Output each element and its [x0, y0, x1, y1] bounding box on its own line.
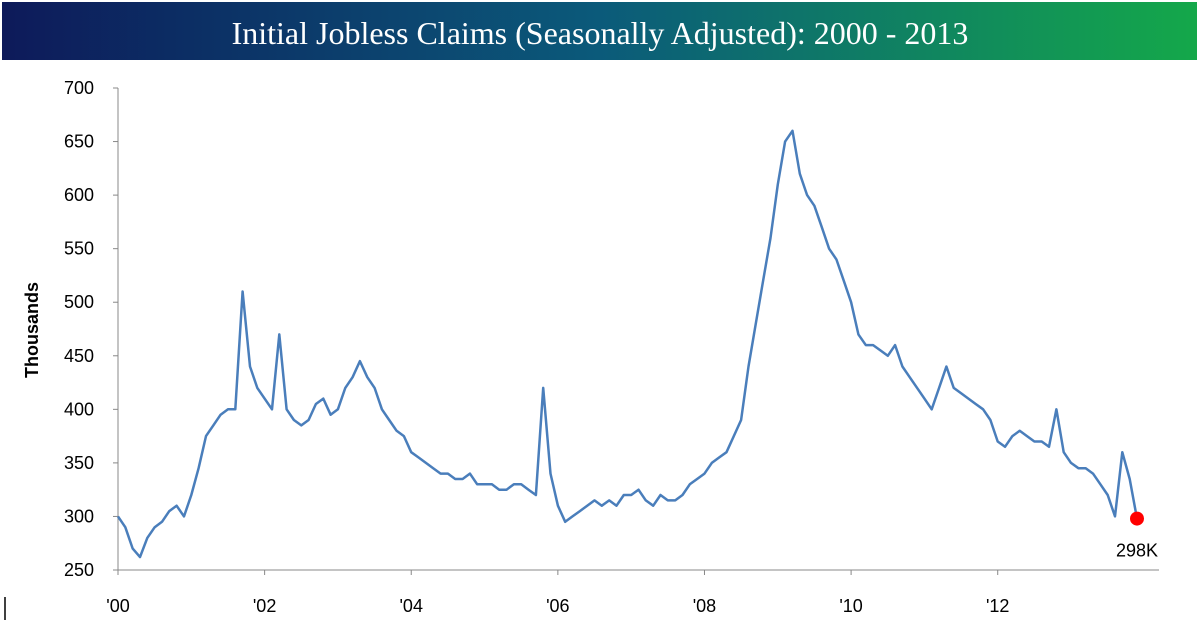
y-tick-label: 350	[64, 453, 94, 473]
chart-title: Initial Jobless Claims (Seasonally Adjus…	[232, 15, 969, 51]
x-tick-label: '08	[693, 596, 716, 616]
y-tick-label: 600	[64, 185, 94, 205]
y-tick-label: 450	[64, 346, 94, 366]
title-banner	[2, 2, 1197, 60]
y-tick-label: 500	[64, 292, 94, 312]
data-line	[116, 129, 1139, 559]
y-tick-label: 550	[64, 239, 94, 259]
x-tick-label: '06	[546, 596, 569, 616]
x-tick-label: '04	[400, 596, 423, 616]
last-point-label: 298K	[1116, 541, 1158, 561]
last-point	[1130, 511, 1145, 526]
y-tick-label: 250	[64, 560, 94, 580]
y-tick-label: 400	[64, 399, 94, 419]
y-tick-label: 700	[64, 78, 94, 98]
y-tick-label: 300	[64, 506, 94, 526]
x-tick-label: '02	[253, 596, 276, 616]
y-axis-label: Thousands	[22, 282, 42, 378]
x-tick-label: '00	[106, 596, 129, 616]
x-tick-label: '12	[986, 596, 1009, 616]
x-tick-label: '10	[839, 596, 862, 616]
y-tick-label: 650	[64, 132, 94, 152]
